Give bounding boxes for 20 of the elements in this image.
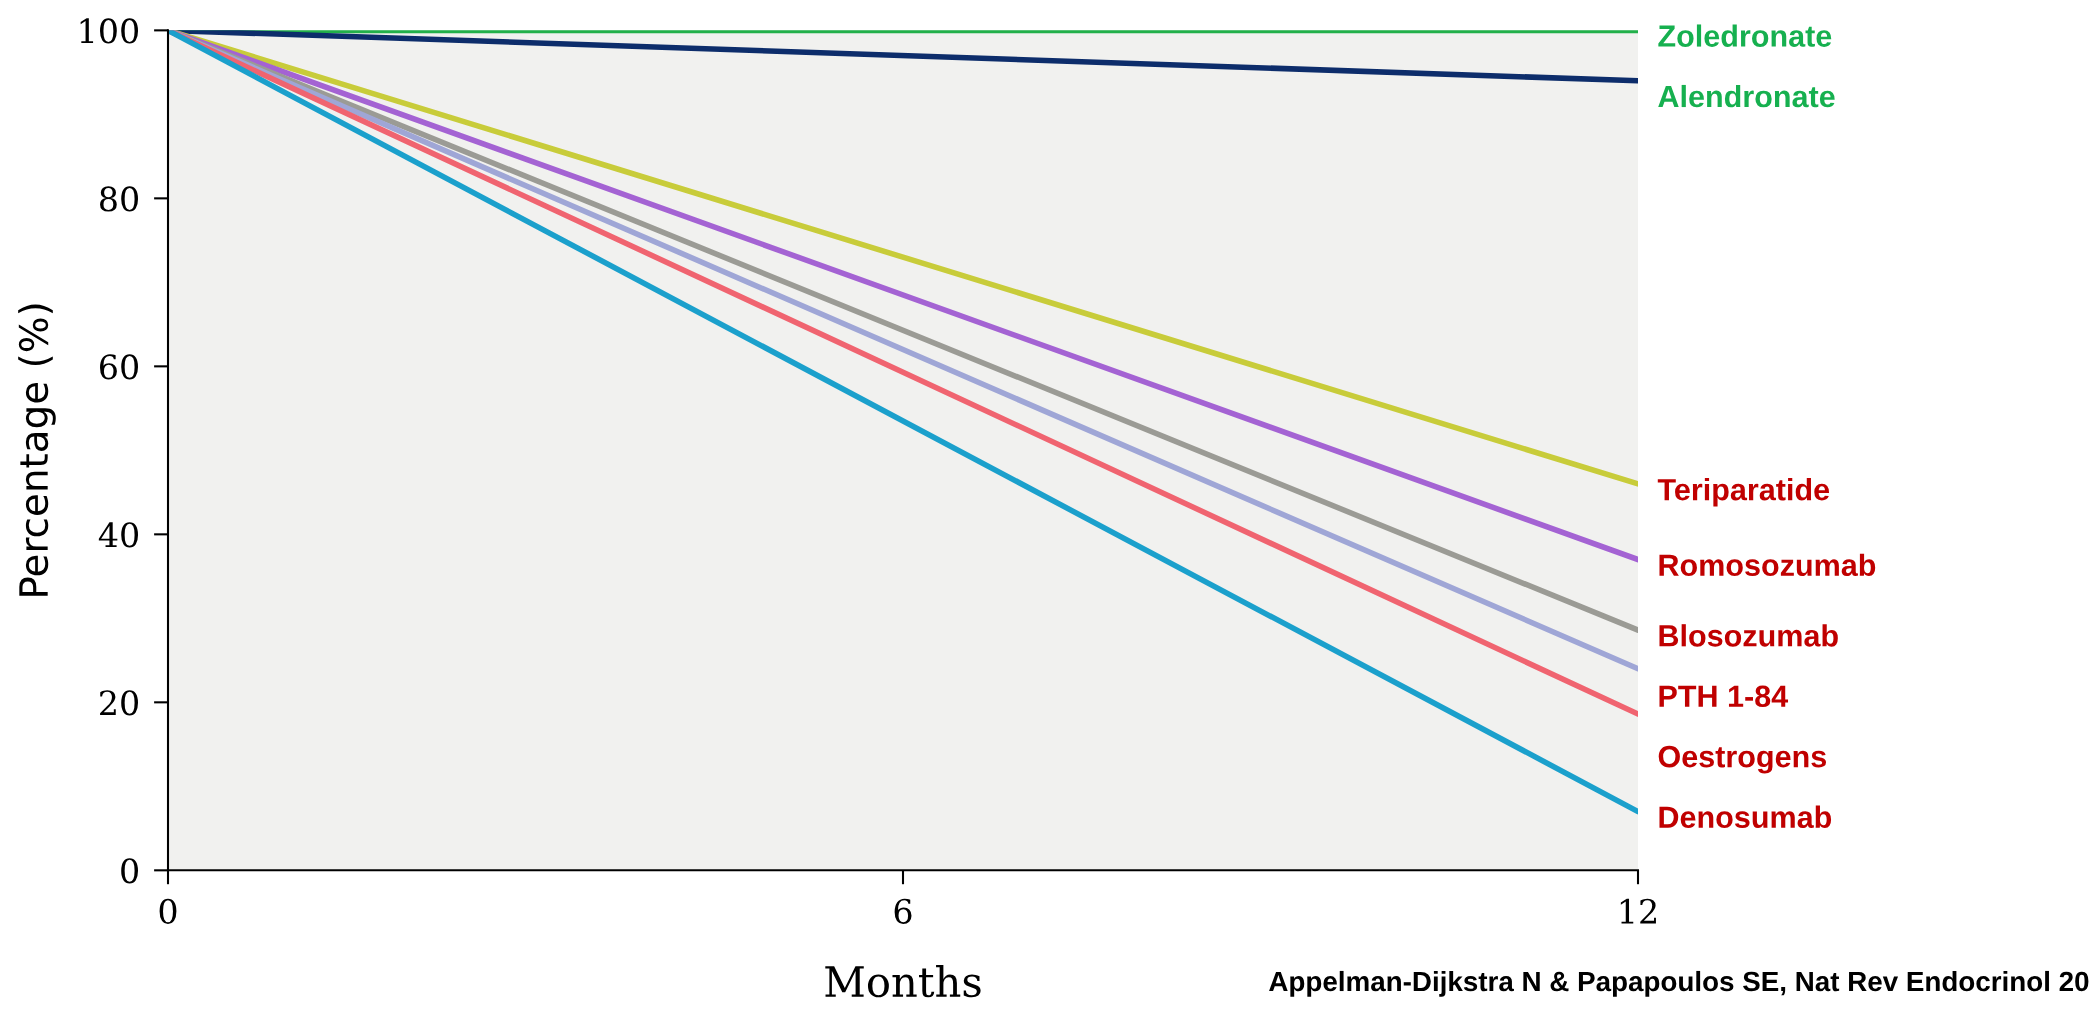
x-axis-title: Months [825, 965, 981, 998]
series-label: Blosozumab [1659, 624, 1838, 647]
series-label: Zoledronate [1658, 24, 1832, 47]
y-tick-label: 0 [121, 858, 139, 884]
series-label: Oestrogens [1658, 745, 1826, 774]
y-tick-label: 40 [98, 522, 139, 548]
y-axis-title: Percentage (%) [18, 304, 56, 596]
y-tick-label: 20 [100, 690, 139, 716]
series-label: Romosozumab [1659, 553, 1876, 577]
y-tick-label: 80 [100, 186, 139, 212]
series-label: Teriparatide [1657, 478, 1830, 507]
text: Appelman-Dijkstra N & Papapoulos SE, Nat Rev Endocrinol 20 [1269, 970, 2089, 997]
series-label: PTH 1-84 [1659, 685, 1789, 708]
y-tick-label: 100 [80, 18, 139, 44]
series-label: Alendronate [1658, 84, 1835, 108]
x-tick-label: 6 [894, 898, 912, 924]
series-label: Denosumab [1659, 805, 1832, 829]
y-tick-label: 60 [100, 354, 139, 380]
x-tick-label: 12 [1620, 898, 1656, 924]
x-tick-label: 0 [159, 898, 177, 924]
